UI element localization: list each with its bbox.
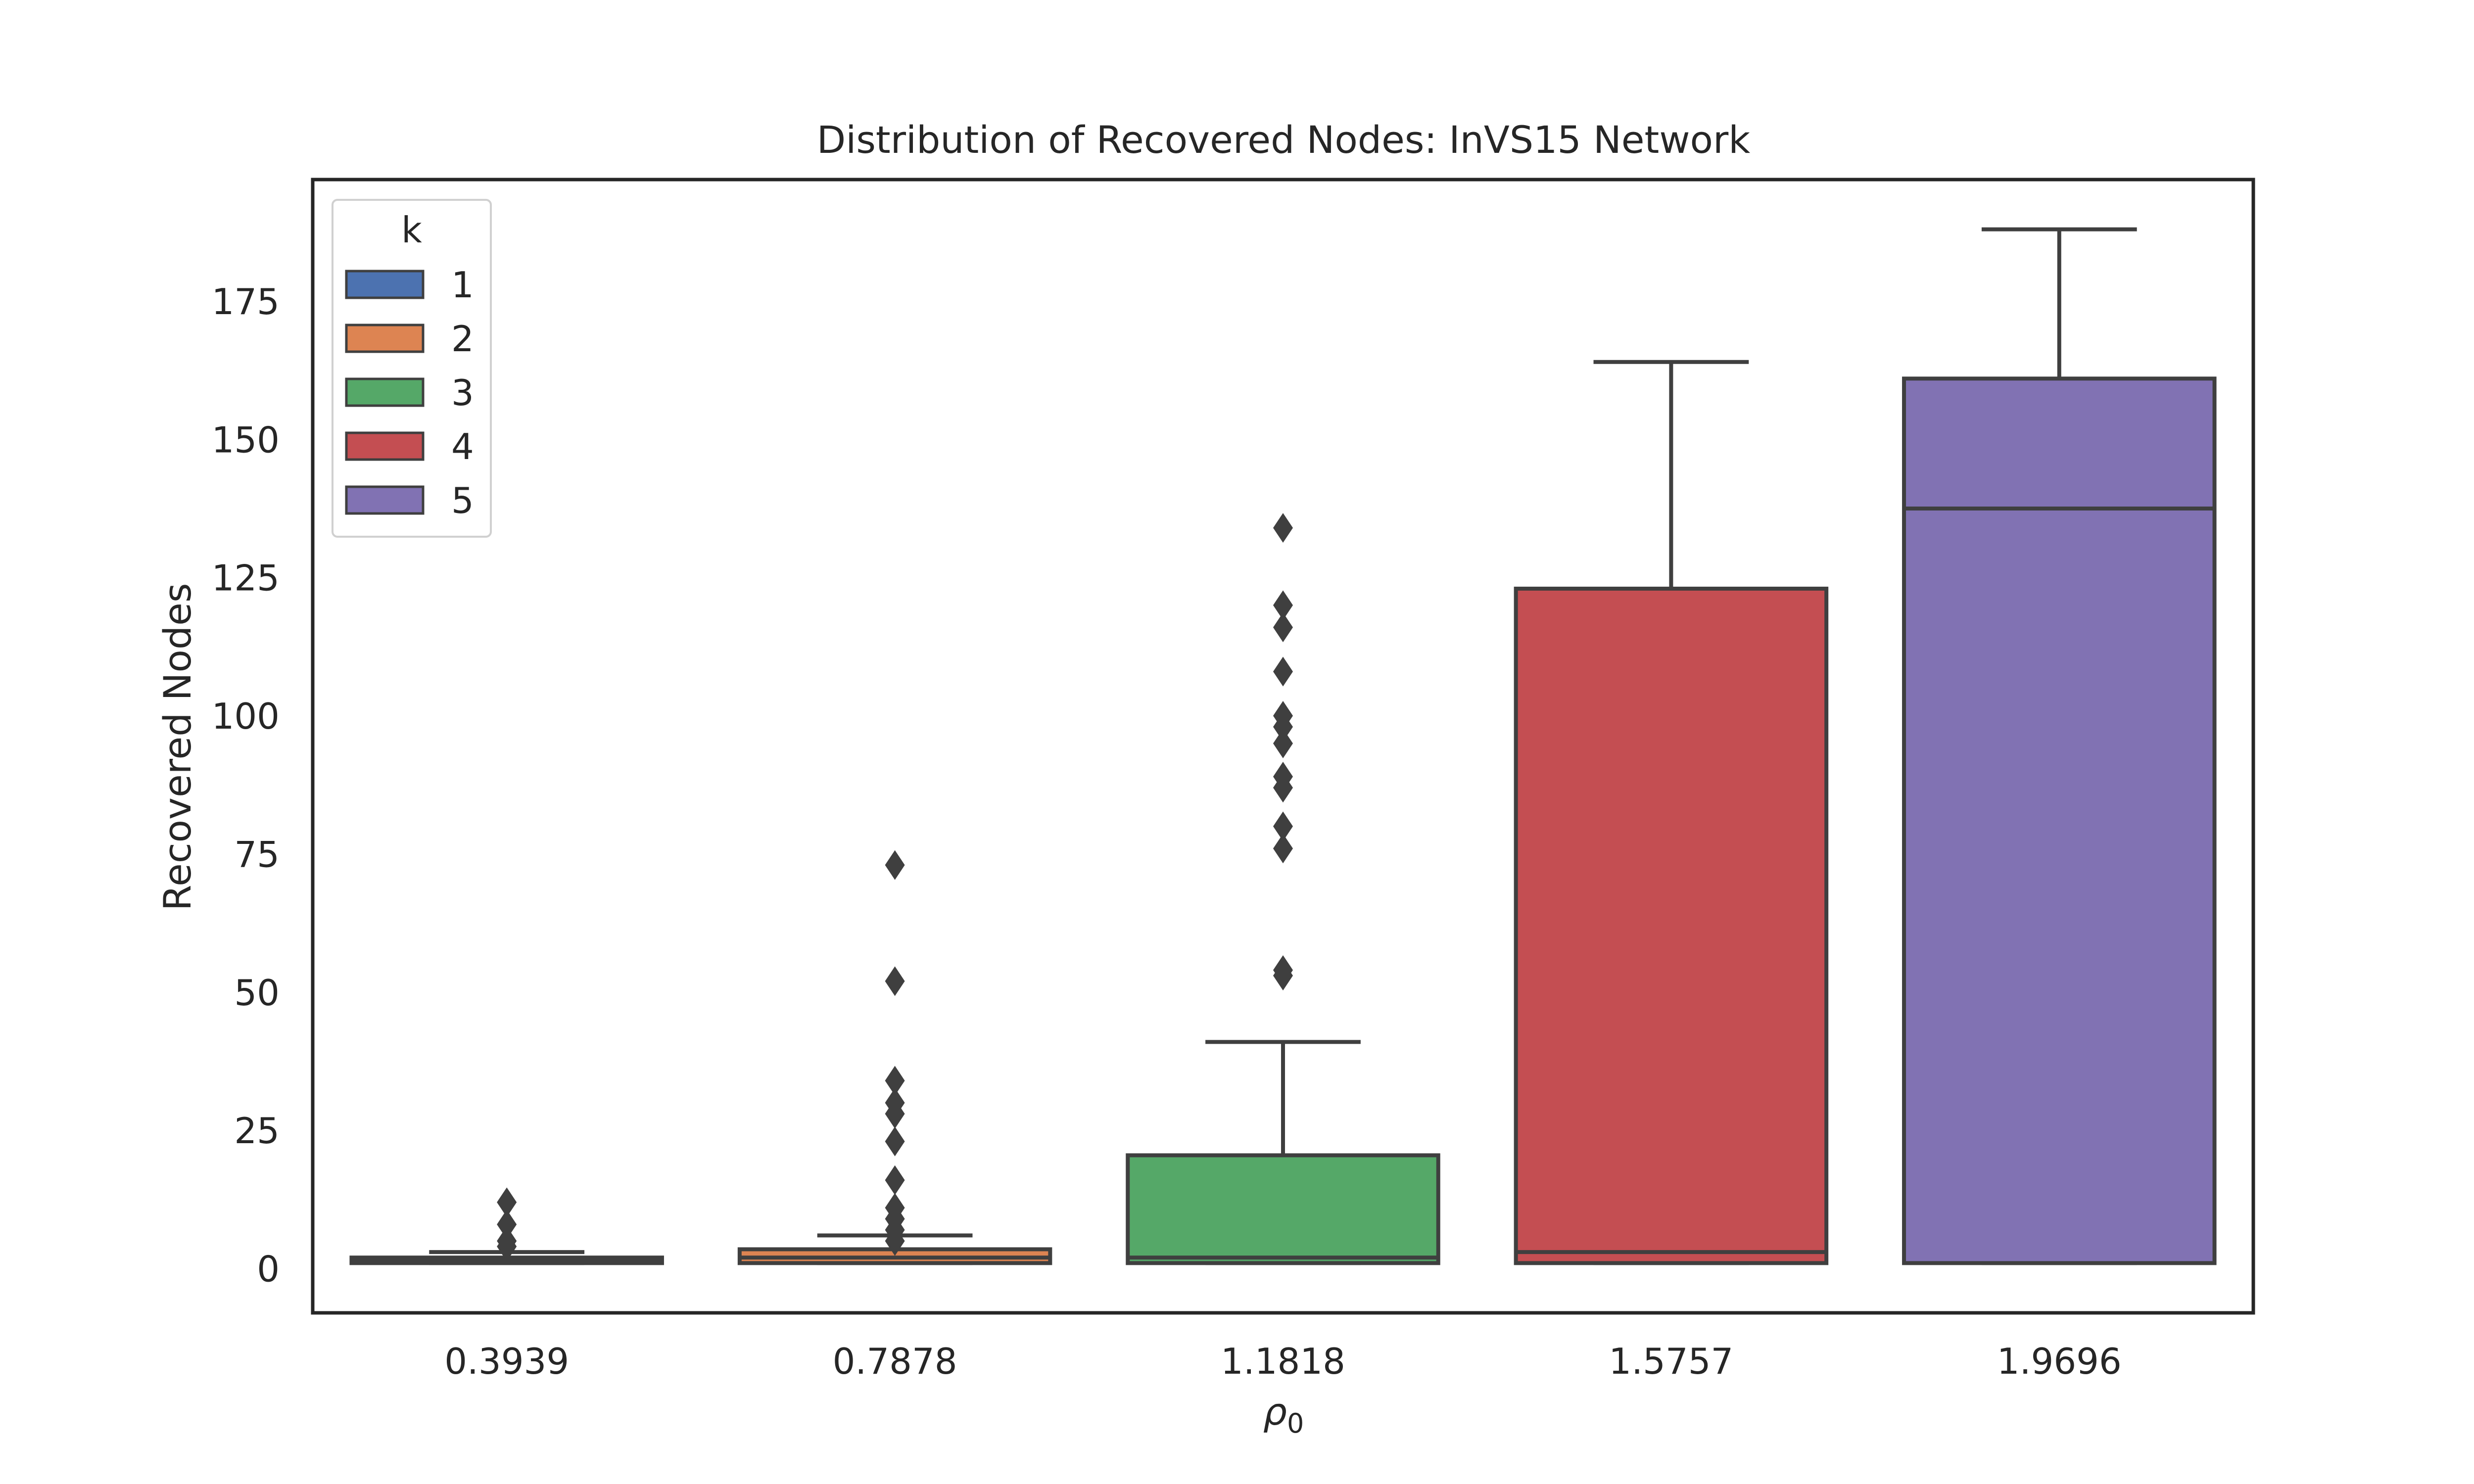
y-tick-label: 150	[212, 419, 280, 461]
box-group-k5	[1902, 227, 2217, 1265]
outlier-point	[885, 1066, 905, 1096]
box-group-k3	[1126, 513, 1440, 1265]
outlier-point	[1273, 656, 1293, 687]
legend-swatch	[345, 485, 425, 515]
y-tick-label: 125	[212, 557, 280, 599]
y-axis-label: Recovered Nodes	[155, 583, 199, 911]
legend-swatch	[345, 431, 425, 461]
box-iqr	[1902, 376, 2217, 1265]
legend-label: 4	[451, 426, 474, 467]
outlier-point	[885, 1165, 905, 1195]
legend-label: 5	[451, 480, 474, 521]
x-tick-label: 0.3939	[444, 1341, 569, 1382]
legend-swatch	[345, 270, 425, 299]
outlier-point	[1273, 955, 1293, 985]
y-axis-ticks: 0 25 50 75 100 125 150 175	[212, 281, 280, 1290]
outlier-point	[885, 1193, 905, 1223]
legend-label: 2	[451, 318, 474, 360]
y-tick-label: 175	[212, 281, 280, 323]
box-iqr	[1514, 586, 1829, 1265]
y-tick-label: 75	[234, 834, 280, 875]
outlier-point	[885, 1088, 905, 1118]
x-axis-label-subscript: 0	[1287, 1408, 1304, 1439]
x-tick-label: 1.1818	[1221, 1341, 1345, 1382]
legend-entries: 1 2 3 4 5	[345, 264, 474, 521]
x-tick-label: 0.7878	[833, 1341, 957, 1382]
outlier-point	[1273, 834, 1293, 864]
outlier-point	[497, 1187, 517, 1217]
legend: k 1 2 3 4 5	[332, 199, 492, 538]
chart-title: Distribution of Recovered Nodes: InVS15 …	[817, 118, 1751, 162]
outlier-point	[1273, 811, 1293, 841]
x-tick-label: 1.5757	[1609, 1341, 1733, 1382]
outlier-point	[885, 850, 905, 880]
y-tick-label: 100	[212, 696, 280, 737]
x-axis-ticks: 0.3939 0.7878 1.1818 1.5757 1.9696	[444, 1341, 2122, 1382]
plot-area	[349, 227, 2217, 1265]
outlier-point	[1273, 612, 1293, 643]
plot-frame	[311, 178, 2255, 1315]
y-tick-label: 50	[234, 972, 280, 1014]
outlier-point	[1273, 513, 1293, 543]
outlier-point	[885, 1126, 905, 1157]
outlier-point	[497, 1226, 517, 1256]
y-tick-label: 25	[234, 1110, 280, 1152]
box-group-k4	[1514, 360, 1829, 1265]
outlier-point	[497, 1209, 517, 1240]
outlier-point	[1273, 761, 1293, 791]
legend-title: k	[401, 209, 422, 251]
outlier-point	[1273, 590, 1293, 620]
box-iqr	[1126, 1153, 1440, 1265]
legend-swatch	[345, 377, 425, 407]
legend-label: 3	[451, 372, 474, 414]
legend-swatch	[345, 324, 425, 353]
outlier-point	[1273, 728, 1293, 758]
outlier-point	[1273, 701, 1293, 731]
y-tick-label: 0	[257, 1249, 280, 1290]
outlier-point	[885, 966, 905, 996]
legend-label: 1	[451, 264, 474, 306]
box-group-k2	[737, 850, 1052, 1265]
x-tick-label: 1.9696	[1997, 1341, 2122, 1382]
box-group-k1	[349, 1187, 664, 1265]
x-axis-label: ρ0	[1263, 1390, 1304, 1439]
x-axis-label-symbol: ρ	[1263, 1390, 1287, 1434]
